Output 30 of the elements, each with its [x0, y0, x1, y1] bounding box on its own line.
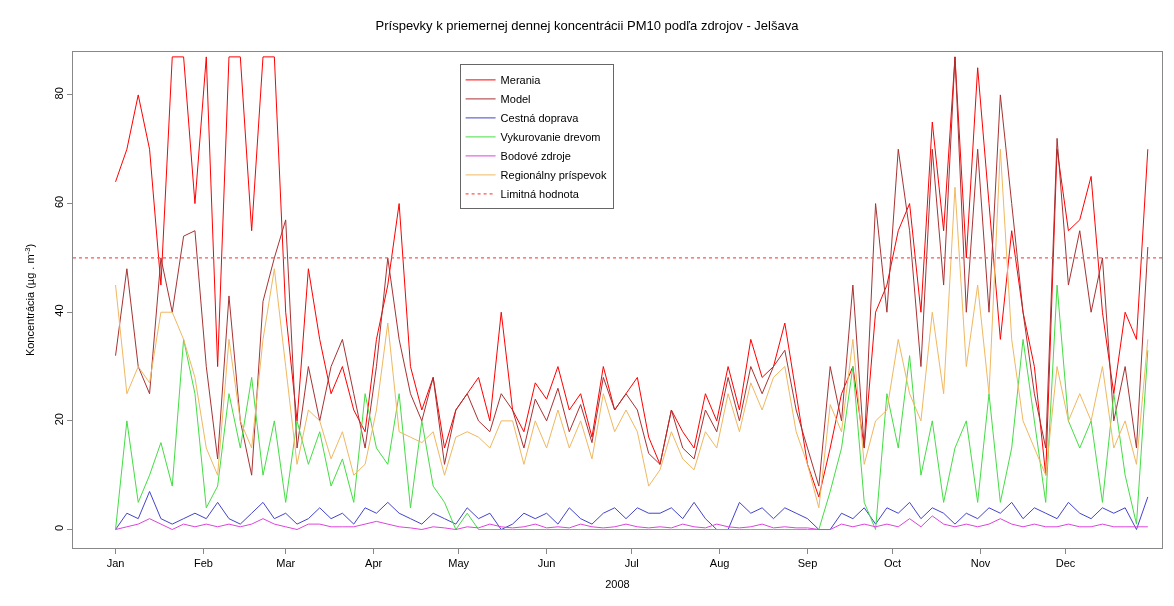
line-series [115, 515, 1149, 531]
y-tick-label: 60 [52, 195, 65, 209]
y-tick-label: 0 [52, 524, 65, 531]
x-tick-label: Jan [106, 557, 125, 570]
legend-label: Merania [500, 74, 542, 87]
x-tick-label: Nov [970, 557, 991, 570]
legend-label: Cestná doprava [500, 112, 580, 125]
x-tick-label: Mar [276, 557, 296, 570]
x-tick-label: Apr [365, 557, 383, 570]
x-tick-label: Oct [884, 557, 902, 570]
x-tick-label: Jul [624, 557, 639, 570]
x-tick-label: Aug [709, 557, 730, 570]
x-tick-label: Sep [797, 557, 818, 570]
line-series [115, 284, 1149, 531]
x-tick-label: Feb [193, 557, 213, 570]
legend-label: Bodové zdroje [500, 150, 571, 163]
legend-label: Limitná hodnota [500, 188, 580, 201]
y-tick-label: 40 [52, 304, 65, 317]
x-tick-label: May [448, 557, 470, 570]
y-tick-label: 80 [52, 87, 65, 100]
legend-label: Regionálny príspevok [500, 169, 607, 182]
x-tick-label: Dec [1055, 557, 1076, 570]
x-axis-title: 2008 [605, 578, 630, 591]
legend-label: Model [500, 93, 531, 106]
y-tick-label: 20 [52, 413, 65, 426]
chart-title: Príspevky k priemernej dennej koncentrácii PM10 podľa zdrojov - Jelšava [375, 18, 800, 34]
legend-label: Vykurovanie drevom [500, 131, 601, 144]
x-tick-label: Jun [537, 557, 556, 570]
line-series [115, 491, 1149, 531]
line-series [115, 148, 1149, 509]
